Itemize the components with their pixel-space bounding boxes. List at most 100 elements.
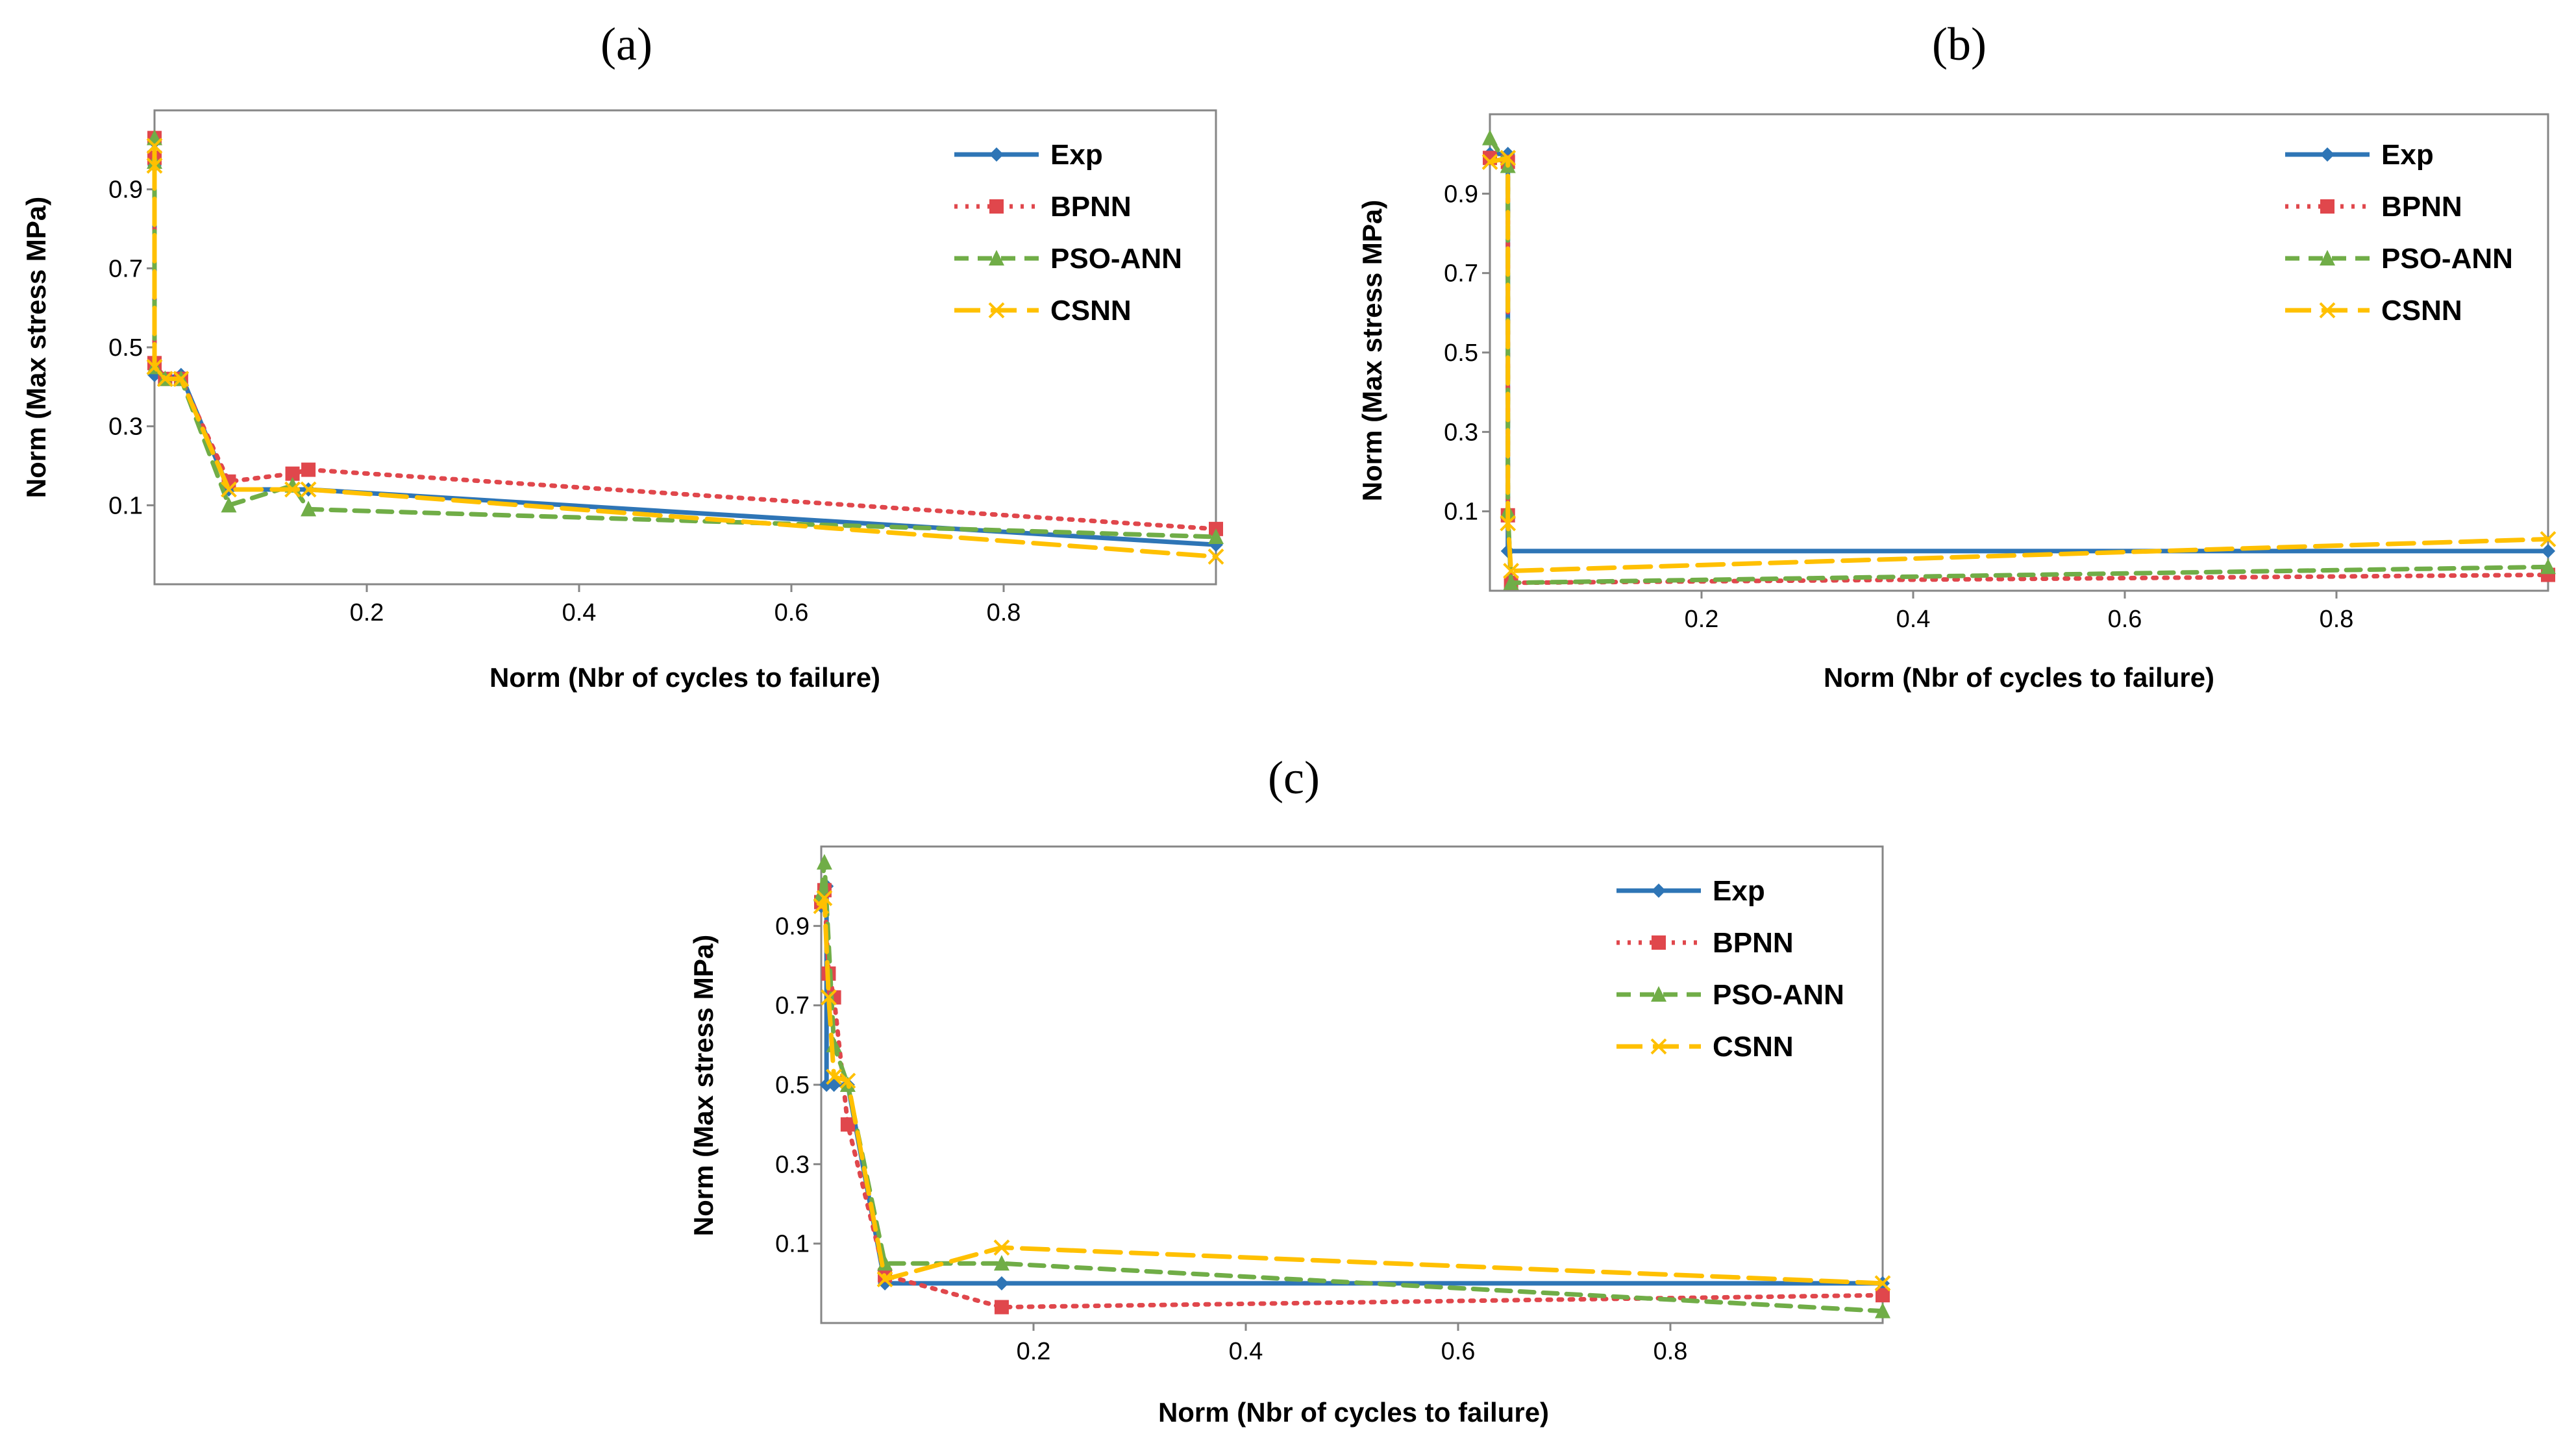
legend-marker-exp <box>2320 147 2334 162</box>
data-point-pso-ann <box>993 1255 1009 1271</box>
x-tick-label: 0.2 <box>350 599 384 626</box>
data-point-csnn <box>2540 531 2557 547</box>
legend-marker-csnn-stroke <box>2319 302 2336 319</box>
legend-label-pso-ann: PSO-ANN <box>1050 243 1182 275</box>
data-point-csnn-stroke <box>146 138 163 155</box>
legend-marker-exp <box>989 147 1004 162</box>
legend: Exp BPNN PSO-ANN CSNN <box>2285 139 2513 327</box>
data-point-pso-ann <box>1482 129 1498 145</box>
plot-area <box>153 109 1217 586</box>
data-point-csnn-stroke <box>146 157 163 174</box>
tick-labels: 0.1 0.3 0.5 0.7 0.9 0.2 0.4 0.6 0.8 <box>1444 180 2353 633</box>
data-point-csnn <box>173 371 190 388</box>
panel-c: (c) 0.1 0.3 0.5 0.7 0.9 0.2 0.4 0.6 0.8 Norm (Nb… <box>688 752 1891 1428</box>
legend-marker-bpnn <box>989 199 1004 214</box>
x-tick-label: 0.4 <box>1229 1338 1263 1365</box>
y-tick-label: 0.5 <box>108 334 143 362</box>
y-tick-label: 0.1 <box>108 492 143 519</box>
series-layer <box>813 854 1891 1318</box>
data-point-csnn <box>156 371 173 388</box>
x-tick-label: 0.8 <box>987 599 1021 626</box>
data-point-pso-ann <box>2540 558 2556 575</box>
panel-b: (b) 0.1 0.3 0.5 0.7 0.9 0.2 0.4 0.6 0.8 Norm (Nb… <box>1357 18 2557 693</box>
data-point-csnn-stroke <box>993 1239 1010 1256</box>
data-point-bpnn <box>840 1117 855 1132</box>
legend-label-bpnn: BPNN <box>2381 191 2462 223</box>
data-point-pso-ann <box>221 497 237 513</box>
y-axis-label: Norm (Max stress MPa) <box>688 935 719 1236</box>
y-tick-label: 0.9 <box>775 913 810 940</box>
y-tick-label: 0.3 <box>1444 419 1478 446</box>
data-point-bpnn <box>1876 1288 1890 1303</box>
x-tick-label: 0.2 <box>1017 1338 1051 1365</box>
data-point-pso-ann <box>1875 1302 1890 1318</box>
data-point-csnn-stroke <box>1208 549 1224 565</box>
data-point-csnn-stroke <box>876 1271 893 1288</box>
y-tick-label: 0.9 <box>108 177 143 204</box>
data-point-csnn <box>1208 549 1224 565</box>
legend-label-csnn: CSNN <box>1713 1031 1794 1063</box>
data-point-csnn-stroke <box>1874 1275 1891 1292</box>
data-point-csnn-stroke <box>221 481 237 498</box>
data-point-csnn <box>284 481 301 498</box>
data-point-csnn <box>993 1239 1010 1256</box>
y-tick-label: 0.5 <box>1444 340 1478 367</box>
data-point-csnn <box>221 481 237 498</box>
data-point-csnn-stroke <box>156 371 173 388</box>
data-point-csnn-stroke <box>1500 149 1517 166</box>
series-layer <box>146 129 1224 565</box>
plot-area <box>820 845 1884 1324</box>
x-axis-label: Norm (Nbr of cycles to failure) <box>489 662 880 693</box>
panel-title: (c) <box>1268 752 1320 804</box>
data-point-csnn <box>300 481 317 498</box>
y-tick-label: 0.7 <box>108 255 143 282</box>
x-tick-label: 0.6 <box>1441 1338 1476 1365</box>
x-axis-label: Norm (Nbr of cycles to failure) <box>1824 662 2214 693</box>
panel-title: (b) <box>1932 18 1987 70</box>
legend-marker-csnn-stroke <box>988 302 1005 319</box>
data-point-csnn-stroke <box>839 1072 856 1089</box>
y-tick-label: 0.7 <box>1444 260 1478 288</box>
legend-marker-bpnn <box>1652 935 1666 950</box>
data-point-csnn <box>1481 153 1498 170</box>
series-line-csnn <box>819 896 1885 1286</box>
x-axis-label: Norm (Nbr of cycles to failure) <box>1158 1397 1549 1428</box>
x-tick-label: 0.8 <box>1653 1338 1688 1365</box>
data-point-csnn-stroke <box>2540 531 2557 547</box>
data-point-csnn-stroke <box>284 481 301 498</box>
y-axis-label: Norm (Max stress MPa) <box>21 197 51 498</box>
panel-a: (a) 0.1 0.3 0.5 0.7 0.9 0.2 0.4 0.6 0.8 Norm (Nb… <box>21 18 1224 693</box>
legend-label-csnn: CSNN <box>1050 295 1132 327</box>
data-point-csnn-stroke <box>173 371 190 388</box>
legend-label-exp: Exp <box>2381 139 2434 171</box>
y-tick-label: 0.7 <box>775 993 810 1020</box>
data-point-exp <box>2541 543 2555 558</box>
y-tick-label: 0.3 <box>775 1151 810 1178</box>
x-tick-label: 0.6 <box>774 599 809 626</box>
x-tick-label: 0.4 <box>562 599 597 626</box>
y-axis-label: Norm (Max stress MPa) <box>1357 200 1387 501</box>
x-tick-label: 0.2 <box>1685 606 1719 633</box>
data-point-csnn <box>821 989 837 1006</box>
data-point-pso-ann <box>1208 528 1224 544</box>
x-tick-label: 0.4 <box>1896 606 1931 633</box>
data-point-csnn-stroke <box>1481 153 1498 170</box>
data-point-csnn <box>1874 1275 1891 1292</box>
y-tick-label: 0.1 <box>775 1231 810 1258</box>
data-point-exp <box>994 1276 1009 1291</box>
data-point-pso-ann <box>816 854 832 870</box>
data-point-csnn-stroke <box>1503 563 1520 579</box>
data-point-csnn-stroke <box>1500 515 1517 532</box>
data-point-csnn <box>1500 515 1517 532</box>
legend-marker-pso-ann <box>1651 986 1666 1002</box>
legend-marker-bpnn <box>2320 199 2334 214</box>
data-point-csnn <box>1500 149 1517 166</box>
data-point-pso-ann <box>1503 574 1519 590</box>
legend-label-exp: Exp <box>1050 139 1103 171</box>
legend-marker-pso-ann <box>2320 250 2335 266</box>
y-tick-label: 0.1 <box>1444 499 1478 526</box>
legend-label-bpnn: BPNN <box>1050 191 1132 223</box>
legend-label-exp: Exp <box>1713 875 1765 907</box>
plot-area <box>1489 113 2549 592</box>
data-point-pso-ann <box>301 501 317 517</box>
